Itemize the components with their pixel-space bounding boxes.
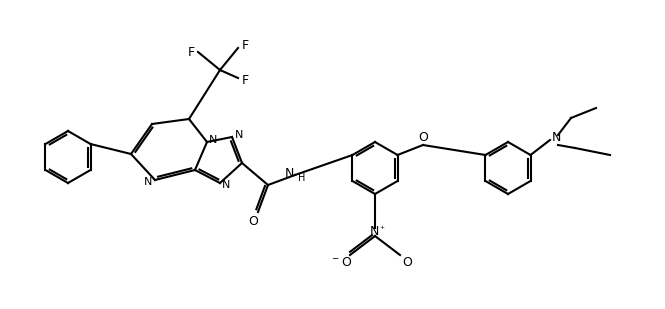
Text: $^+$: $^+$: [378, 225, 386, 234]
Text: F: F: [241, 74, 249, 87]
Text: F: F: [188, 45, 195, 58]
Text: N: N: [235, 130, 243, 140]
Text: H: H: [298, 173, 305, 183]
Text: $^-$O: $^-$O: [330, 256, 352, 269]
Text: N: N: [285, 167, 294, 180]
Text: O: O: [418, 130, 428, 143]
Text: F: F: [241, 39, 249, 52]
Text: N: N: [369, 225, 378, 238]
Text: N: N: [144, 177, 152, 187]
Text: O: O: [248, 214, 258, 227]
Text: N: N: [552, 130, 561, 143]
Text: N: N: [209, 135, 217, 145]
Text: N: N: [222, 180, 230, 190]
Text: O: O: [402, 256, 412, 269]
